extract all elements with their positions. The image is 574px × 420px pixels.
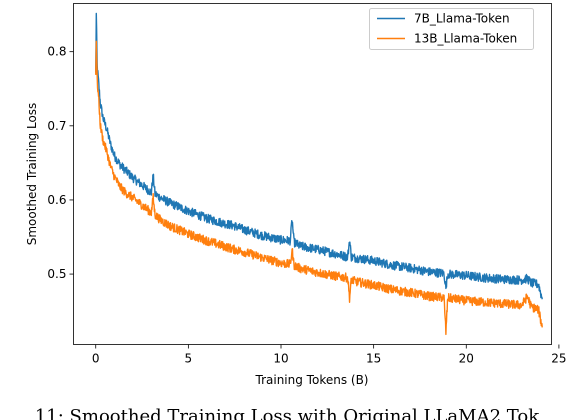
x-ticks: 0 5 10 15 20 25 bbox=[92, 344, 567, 366]
legend-box bbox=[369, 8, 534, 50]
x-tick-label: 25 bbox=[551, 352, 566, 366]
y-tick-label: 0.7 bbox=[47, 119, 66, 133]
series-line-13b bbox=[95, 40, 543, 336]
series-layer bbox=[95, 12, 543, 336]
y-tick-label: 0.5 bbox=[47, 267, 66, 281]
y-ticks: 0.5 0.6 0.7 0.8 bbox=[47, 45, 74, 281]
legend-label-7b: 7B_Llama-Token bbox=[414, 12, 510, 26]
legend: 7B_Llama-Token 13B_Llama-Token bbox=[369, 8, 534, 50]
x-tick-label: 5 bbox=[185, 352, 193, 366]
x-tick-label: 15 bbox=[366, 352, 381, 366]
x-tick-label: 10 bbox=[273, 352, 288, 366]
y-tick-label: 0.8 bbox=[47, 45, 66, 59]
x-axis-label: Training Tokens (B) bbox=[255, 373, 369, 387]
series-line-7b bbox=[95, 12, 543, 300]
loss-chart: 0 5 10 15 20 25 0.5 0.6 0.7 0.8 Training Tokens … bbox=[25, 3, 567, 387]
legend-label-13b: 13B_Llama-Token bbox=[414, 32, 517, 46]
y-axis-label: Smoothed Training Loss bbox=[25, 103, 39, 246]
x-tick-label: 20 bbox=[459, 352, 474, 366]
plot-frame bbox=[73, 3, 552, 345]
y-tick-label: 0.6 bbox=[47, 193, 66, 207]
figure-caption: 11: Smoothed Training Loss with Original… bbox=[34, 406, 540, 420]
x-tick-label: 0 bbox=[92, 352, 100, 366]
